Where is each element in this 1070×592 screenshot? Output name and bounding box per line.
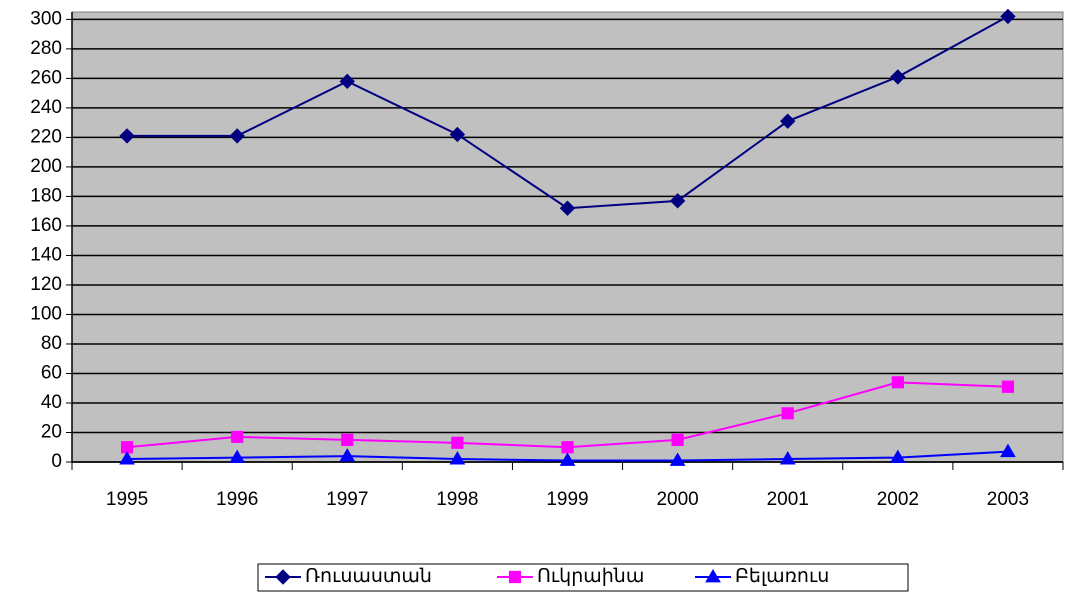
data-point (339, 73, 355, 90)
y-tick-label: 40 (41, 392, 62, 413)
data-point (229, 449, 246, 463)
data-point (449, 451, 466, 465)
data-point (1001, 380, 1015, 393)
y-tick-label: 180 (30, 185, 62, 206)
x-tick-label: 2002 (877, 489, 919, 510)
legend-marker (705, 569, 721, 583)
y-tick-label: 220 (30, 126, 62, 147)
y-tick-label: 200 (30, 156, 62, 177)
y-tick-label: 60 (41, 362, 62, 383)
y-tick-label: 240 (30, 97, 62, 118)
data-point (119, 128, 135, 144)
data-point (561, 441, 574, 454)
y-tick-label: 160 (30, 215, 62, 236)
data-point (229, 128, 245, 144)
data-point (780, 113, 796, 129)
y-tick-label: 80 (41, 333, 62, 354)
legend-label: Բելառուս (735, 566, 829, 587)
data-point (231, 430, 244, 444)
data-point (339, 448, 356, 462)
data-point (559, 452, 576, 466)
x-tick-label: 2003 (987, 489, 1029, 510)
data-point (889, 449, 906, 463)
data-point (781, 407, 794, 420)
x-tick-label: 1996 (216, 489, 258, 510)
y-tick-label: 100 (30, 303, 62, 324)
legend-label: Ուկրաինա (537, 566, 644, 587)
data-point (779, 451, 796, 465)
x-tick-label: 1998 (436, 489, 478, 510)
legend-label: Ռուսաստան (305, 566, 432, 587)
data-point (669, 193, 686, 209)
y-tick-label: 20 (41, 422, 62, 443)
y-tick-label: 140 (30, 244, 62, 265)
data-point (890, 69, 906, 85)
y-tick-label: 300 (30, 8, 62, 29)
legend-marker (275, 569, 291, 585)
data-point (1000, 8, 1016, 25)
y-tick-label: 260 (30, 67, 62, 88)
data-point (119, 451, 135, 465)
plot-area (71, 11, 1064, 463)
y-tick-label: 120 (30, 274, 62, 295)
x-tick-label: 1999 (546, 489, 588, 510)
x-tick-label: 2000 (656, 489, 698, 510)
x-tick-label: 1995 (106, 489, 148, 510)
data-point (669, 452, 686, 466)
data-point (120, 441, 134, 454)
data-point (341, 433, 354, 446)
legend-marker (508, 570, 522, 584)
data-point (559, 200, 576, 216)
x-tick-label: 2001 (767, 489, 809, 510)
data-point (671, 433, 684, 446)
data-point (891, 376, 904, 389)
data-point (451, 436, 464, 449)
data-point (1000, 443, 1016, 458)
data-point (449, 126, 466, 143)
x-tick-label: 1997 (326, 489, 368, 510)
y-tick-label: 0 (51, 451, 62, 472)
y-tick-label: 280 (30, 38, 62, 59)
legend-box (257, 563, 909, 592)
